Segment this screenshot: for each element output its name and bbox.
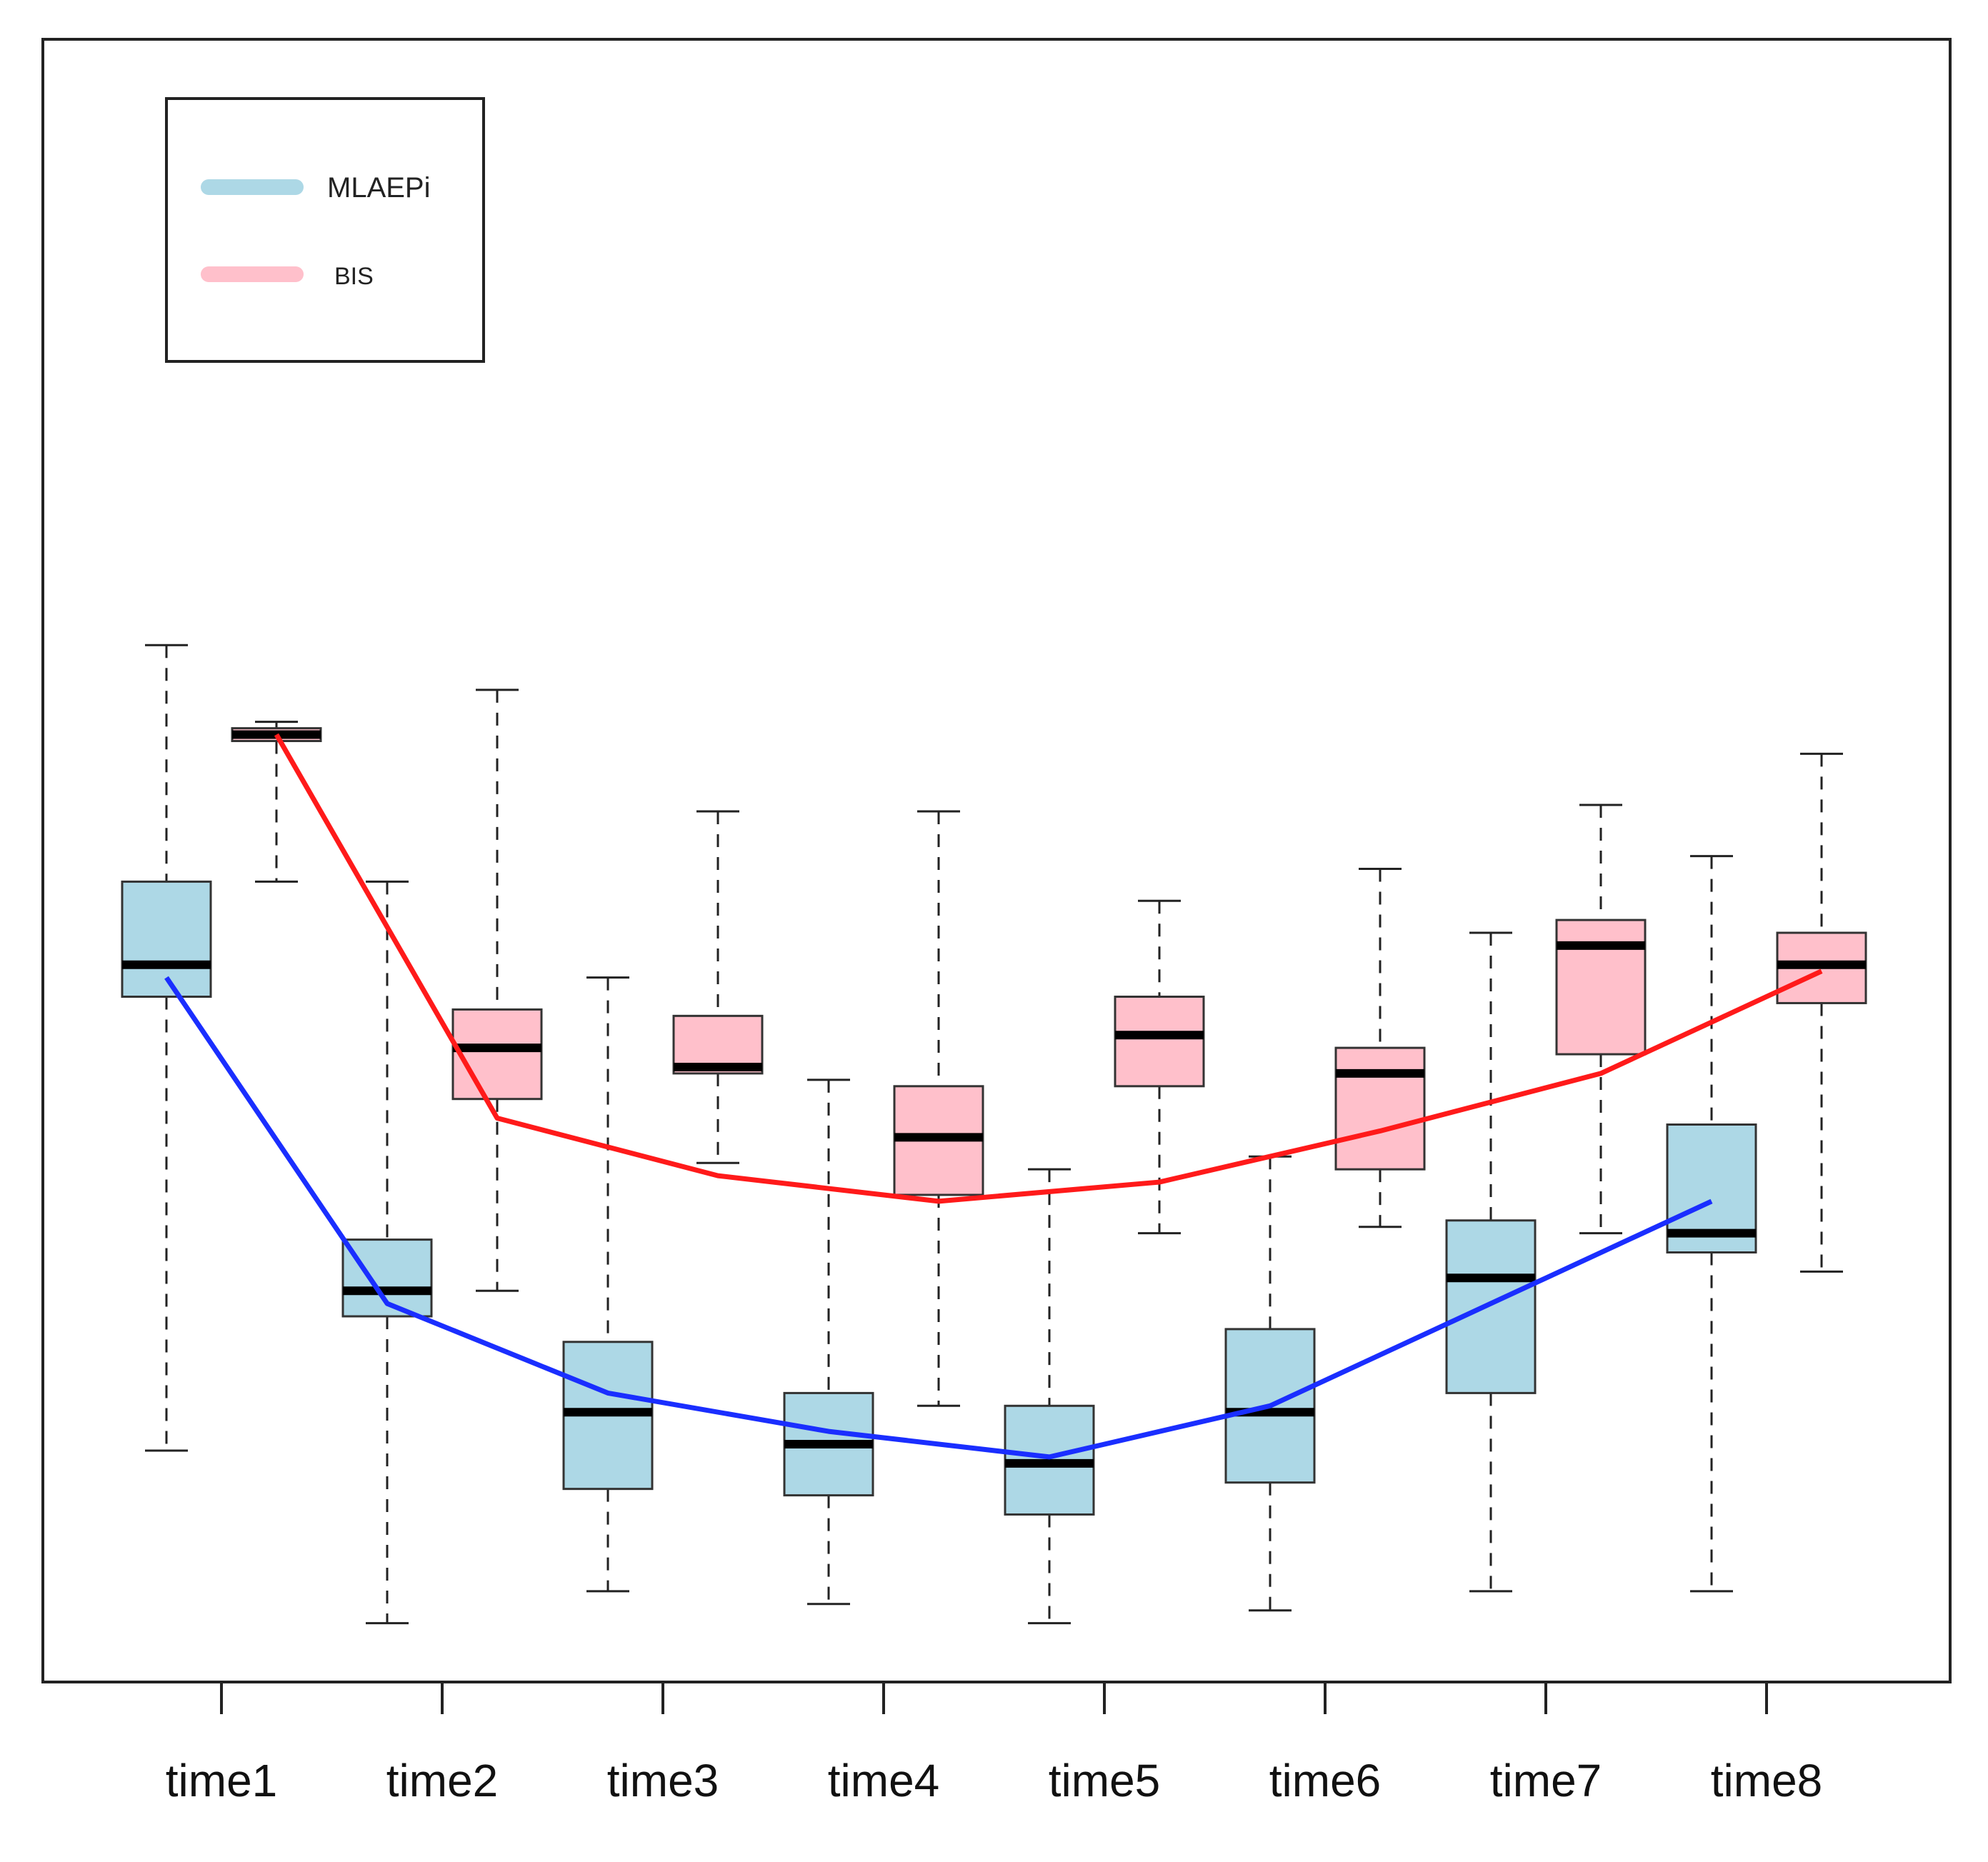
bis-box-5 bbox=[1114, 899, 1205, 1235]
mlaepi-box-2 bbox=[341, 880, 433, 1625]
mlaepi-box-8 bbox=[1666, 855, 1757, 1593]
x-tick-label-time3: time3 bbox=[607, 1755, 719, 1806]
iqr-box bbox=[1334, 1046, 1426, 1171]
bis-trend-line bbox=[274, 733, 1823, 1204]
bis-box-3 bbox=[672, 810, 764, 1164]
bis-box-2 bbox=[451, 689, 543, 1292]
x-tick-label-time7: time7 bbox=[1490, 1755, 1602, 1806]
x-tick-label-time5: time5 bbox=[1049, 1755, 1161, 1806]
x-tick-label-time8: time8 bbox=[1711, 1755, 1823, 1806]
x-ticks: time1 time2 time3 time4 time5 time6 time7 time8 bbox=[166, 1682, 1823, 1806]
iqr-box bbox=[1555, 919, 1647, 1056]
legend: MLAEPi BIS bbox=[165, 97, 485, 363]
bis-box-8 bbox=[1776, 752, 1867, 1273]
x-tick-label-time2: time2 bbox=[386, 1755, 499, 1806]
bis-box-1 bbox=[231, 721, 322, 883]
mlaepi-trend-line bbox=[164, 976, 1713, 1460]
bis-box-7 bbox=[1555, 804, 1647, 1235]
mlaepi-box-6 bbox=[1224, 1155, 1316, 1612]
bis-box-4 bbox=[893, 810, 984, 1407]
mlaepi-box-1 bbox=[121, 644, 212, 1452]
mlaepi-box-4 bbox=[783, 1078, 874, 1606]
boxes-layer bbox=[121, 644, 1867, 1625]
x-tick-label-time1: time1 bbox=[166, 1755, 278, 1806]
iqr-box bbox=[1114, 996, 1205, 1088]
iqr-box bbox=[1445, 1219, 1537, 1394]
legend-box bbox=[165, 97, 485, 363]
trend-layer bbox=[164, 733, 1823, 1460]
iqr-box bbox=[451, 1008, 543, 1101]
legend-label-mlaepi: MLAEPi bbox=[327, 172, 431, 204]
mlaepi-box-5 bbox=[1004, 1168, 1095, 1625]
x-tick-label-time6: time6 bbox=[1269, 1755, 1382, 1806]
bis-box-6 bbox=[1334, 868, 1426, 1228]
mlaepi-box-7 bbox=[1445, 931, 1537, 1593]
legend-label-bis: BIS bbox=[334, 263, 374, 290]
mlaepi-box-3 bbox=[562, 976, 654, 1593]
x-axis: time1 time2 time3 time4 time5 time6 time7 time8 bbox=[43, 1681, 1950, 1806]
x-tick-label-time4: time4 bbox=[828, 1755, 940, 1806]
